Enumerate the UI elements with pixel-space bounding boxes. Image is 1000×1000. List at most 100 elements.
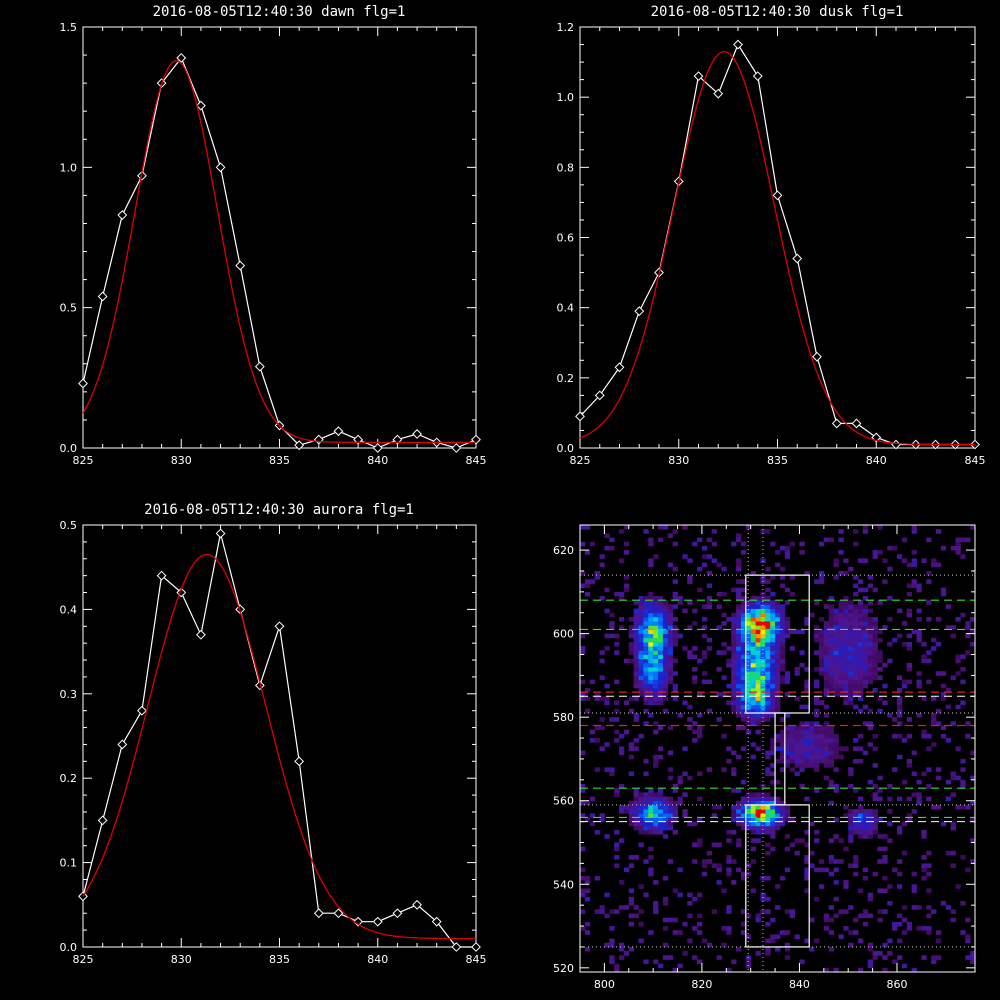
heatmap-cell: [731, 696, 737, 701]
heatmap-cell: [882, 855, 888, 860]
heatmap-cell: [872, 817, 878, 823]
heatmap-cell: [697, 537, 703, 543]
heatmap-cell: [662, 821, 669, 827]
heatmap-cell: [833, 637, 839, 643]
heatmap-cell: [779, 754, 786, 760]
heatmap-cell: [765, 817, 771, 823]
heatmap-cell: [658, 754, 664, 760]
heatmap-cell: [896, 721, 903, 726]
heatmap-cell: [965, 625, 971, 630]
heatmap-cell: [828, 750, 834, 756]
heatmap-cell: [877, 654, 883, 660]
heatmap-cell: [779, 679, 786, 685]
heatmap-cell: [862, 909, 869, 914]
heatmap-cell: [750, 800, 756, 806]
heatmap-cell: [736, 596, 742, 601]
heatmap-cell: [716, 804, 722, 810]
heatmap-cell: [818, 750, 825, 756]
heatmap-cell: [609, 926, 615, 931]
heatmap-cell: [857, 821, 864, 827]
heatmap-cell: [648, 654, 654, 660]
heatmap-cell: [794, 850, 800, 856]
heatmap-cell: [935, 775, 942, 781]
heatmap-cell: [682, 809, 688, 814]
heatmap-cell: [726, 859, 732, 864]
heatmap-cell: [638, 804, 644, 810]
heatmap-cell: [843, 926, 849, 931]
heatmap-cell: [857, 796, 864, 802]
heatmap-cell: [911, 550, 917, 555]
heatmap-cell: [721, 566, 727, 572]
heatmap-cell: [599, 650, 605, 655]
heatmap-cell: [658, 650, 664, 655]
heatmap-cell: [784, 675, 791, 680]
heatmap-cell: [614, 963, 620, 969]
heatmap-cell: [760, 591, 766, 597]
y-tick-label: 0.1: [60, 857, 78, 870]
y-tick-label: 0.4: [557, 302, 575, 315]
heatmap-cell: [716, 842, 722, 848]
heatmap-cell: [614, 846, 620, 852]
data-point: [392, 908, 403, 919]
heatmap-cell: [862, 679, 869, 685]
heatmap-cell: [804, 754, 810, 760]
heatmap-cell: [857, 817, 864, 823]
heatmap-cell: [853, 629, 859, 635]
heatmap-cell: [814, 721, 820, 726]
heatmap-cell: [760, 650, 766, 655]
heatmap-cell: [833, 913, 839, 919]
heatmap-cell: [775, 738, 781, 743]
heatmap-cell: [838, 683, 844, 689]
heatmap-cell: [745, 721, 752, 726]
heatmap-cell: [580, 692, 586, 697]
heatmap-cell: [857, 625, 864, 630]
heatmap-cell: [906, 591, 913, 597]
heatmap-cell: [799, 750, 805, 756]
heatmap-cell: [784, 742, 791, 747]
heatmap-cell: [736, 679, 742, 685]
data-point: [471, 434, 481, 445]
heatmap-cell: [911, 792, 917, 797]
heatmap-cell: [833, 562, 839, 568]
heatmap-cell: [667, 625, 674, 630]
heatmap-cell: [662, 650, 669, 655]
heatmap-cell: [633, 633, 639, 639]
heatmap-cell: [896, 955, 903, 960]
heatmap-cell: [799, 725, 805, 731]
heatmap-cell: [838, 537, 844, 543]
heatmap-cell: [609, 633, 615, 639]
heatmap-cell: [843, 621, 849, 626]
heatmap-cell: [867, 963, 873, 969]
heatmap-cell: [589, 679, 596, 685]
heatmap-cell: [740, 800, 747, 806]
heatmap-cell: [872, 792, 878, 797]
heatmap-cell: [911, 809, 917, 814]
heatmap-cell: [789, 729, 795, 735]
heatmap-cell: [770, 934, 776, 939]
heatmap-cell: [799, 763, 805, 768]
heatmap-cell: [818, 579, 825, 584]
heatmap-cell: [867, 892, 873, 898]
heatmap-cell: [633, 679, 639, 685]
heatmap-cell: [804, 683, 810, 689]
heatmap-cell: [916, 671, 922, 676]
heatmap-cell: [638, 600, 644, 605]
heatmap-cell: [862, 683, 869, 689]
heatmap-cell: [857, 708, 864, 714]
heatmap-cell: [955, 654, 961, 660]
heatmap-cell: [633, 825, 639, 831]
heatmap-cell: [916, 926, 922, 931]
heatmap-cell: [872, 587, 878, 593]
heatmap-cell: [677, 800, 683, 806]
heatmap-cell: [901, 679, 908, 685]
heatmap-cell: [848, 679, 854, 685]
heatmap-cell: [965, 917, 971, 923]
heatmap-cell: [609, 942, 615, 948]
heatmap-cell: [804, 796, 810, 802]
heatmap-cell: [638, 796, 644, 802]
heatmap-cell: [653, 692, 659, 697]
heatmap-cell: [740, 679, 747, 685]
heatmap-cell: [857, 675, 864, 680]
heatmap-cell: [906, 817, 913, 823]
heatmap-cell: [857, 733, 864, 739]
